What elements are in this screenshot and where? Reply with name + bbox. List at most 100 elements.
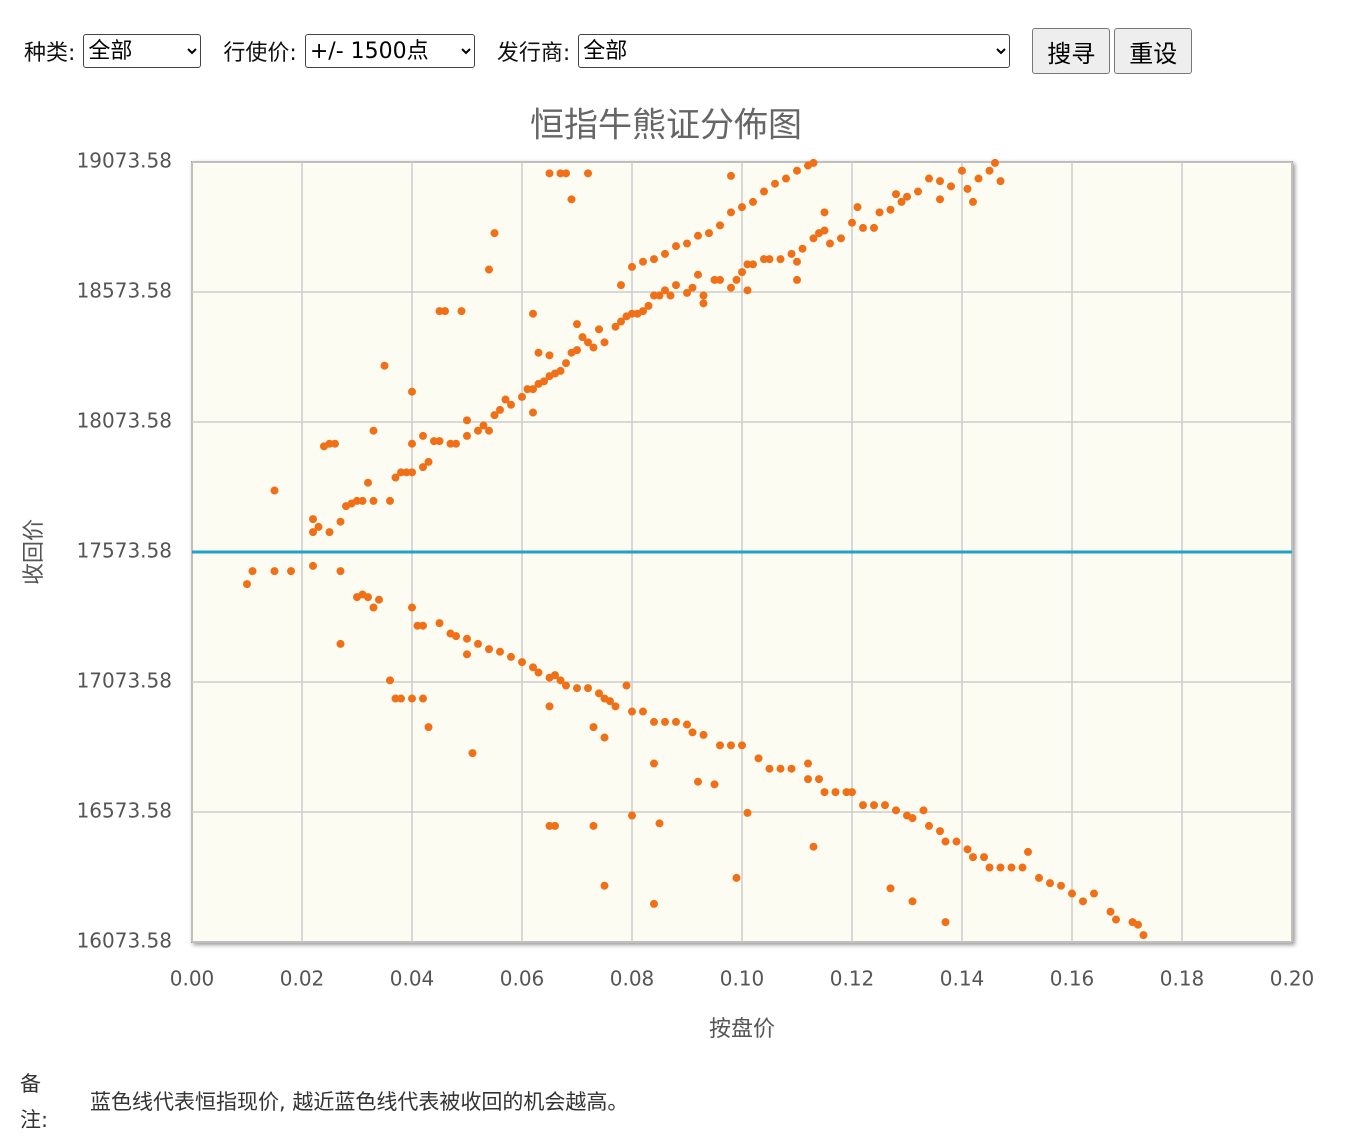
reset-button[interactable]: 重设 (1114, 28, 1193, 74)
data-point (573, 320, 581, 329)
data-point (402, 468, 411, 477)
strike-select[interactable]: +/- 1500点 (304, 34, 475, 68)
data-point (309, 515, 317, 524)
chart: 恒指牛熊证分佈图 按盘价 收回价 0.00 0.02 0.04 0.06 0.08 0.1… (22, 106, 1314, 1043)
x-tick-label: 0.10 (720, 967, 765, 991)
data-point (809, 158, 818, 167)
data-point (804, 759, 812, 768)
data-point (287, 567, 295, 576)
data-point (309, 528, 317, 537)
data-point (793, 275, 801, 284)
data-point (952, 837, 961, 846)
data-point (859, 801, 867, 810)
data-point (584, 169, 592, 178)
data-point (914, 187, 922, 196)
chart-title: 恒指牛熊证分佈图 (530, 106, 802, 146)
data-point (336, 639, 345, 648)
note: 备注: 蓝色线代表恒指现价, 越近蓝色线代表被收回的机会越高。 (20, 1066, 628, 1138)
data-point (336, 567, 345, 576)
data-point (496, 647, 504, 656)
type-select[interactable]: 全部 (83, 34, 202, 68)
data-point (644, 301, 653, 310)
data-point (435, 307, 444, 316)
data-point (463, 416, 471, 425)
data-point (1112, 915, 1120, 924)
data-point (672, 242, 680, 251)
data-point (650, 717, 658, 726)
data-point (683, 239, 691, 248)
data-point (875, 208, 884, 217)
issuer-select[interactable]: 全部 (578, 34, 1011, 68)
data-point (892, 190, 900, 199)
data-point (1018, 863, 1027, 872)
data-point (831, 788, 840, 797)
data-point (650, 291, 658, 300)
data-point (419, 694, 427, 703)
data-point (468, 749, 477, 758)
data-point (540, 377, 548, 386)
data-point (397, 468, 405, 477)
data-point (985, 863, 994, 872)
data-point (567, 195, 576, 204)
data-point (551, 671, 559, 680)
data-point (809, 234, 818, 243)
data-point (1035, 873, 1043, 882)
data-point (430, 437, 438, 446)
data-point (699, 291, 708, 300)
data-point (358, 496, 367, 505)
data-point (1079, 897, 1087, 906)
data-point (611, 322, 620, 331)
data-point (705, 229, 713, 238)
data-point (908, 897, 917, 906)
data-point (463, 431, 471, 440)
data-point (408, 603, 416, 612)
data-point (859, 223, 867, 232)
data-point (925, 174, 933, 183)
data-point (853, 203, 862, 212)
data-point (419, 621, 427, 630)
data-point (617, 281, 625, 290)
data-point (749, 197, 757, 206)
data-point (534, 668, 543, 677)
data-point (683, 720, 691, 729)
data-point (650, 759, 658, 768)
data-point (848, 218, 856, 227)
y-tick-label: 18073.58 (77, 409, 172, 433)
data-point (369, 496, 378, 505)
data-point (545, 821, 554, 830)
data-point (457, 307, 466, 316)
data-point (771, 179, 779, 188)
data-point (837, 234, 845, 243)
data-point (996, 177, 1005, 186)
data-point (589, 343, 598, 352)
data-point (386, 496, 394, 505)
data-point (529, 309, 537, 318)
data-point (485, 265, 493, 274)
data-point (798, 244, 807, 253)
data-point (980, 853, 988, 862)
data-point (424, 457, 433, 466)
data-point (672, 717, 680, 726)
data-point (732, 275, 741, 284)
data-point (419, 431, 427, 440)
x-tick-label: 0.04 (390, 967, 435, 991)
x-tick-label: 0.16 (1050, 967, 1095, 991)
data-point (628, 309, 636, 318)
data-point (1046, 879, 1054, 888)
data-point (760, 187, 768, 196)
data-point (1139, 931, 1148, 940)
data-point (595, 689, 603, 698)
data-point (738, 741, 746, 750)
x-tick-label: 0.02 (280, 967, 325, 991)
data-point (661, 286, 669, 295)
data-point (897, 197, 906, 206)
data-point (380, 361, 389, 370)
data-point (655, 291, 664, 300)
data-point (886, 205, 895, 214)
data-point (694, 231, 702, 240)
search-button[interactable]: 搜寻 (1032, 28, 1111, 74)
data-point (490, 229, 499, 238)
data-point (545, 351, 554, 360)
data-point (479, 421, 488, 430)
data-point (743, 808, 752, 817)
